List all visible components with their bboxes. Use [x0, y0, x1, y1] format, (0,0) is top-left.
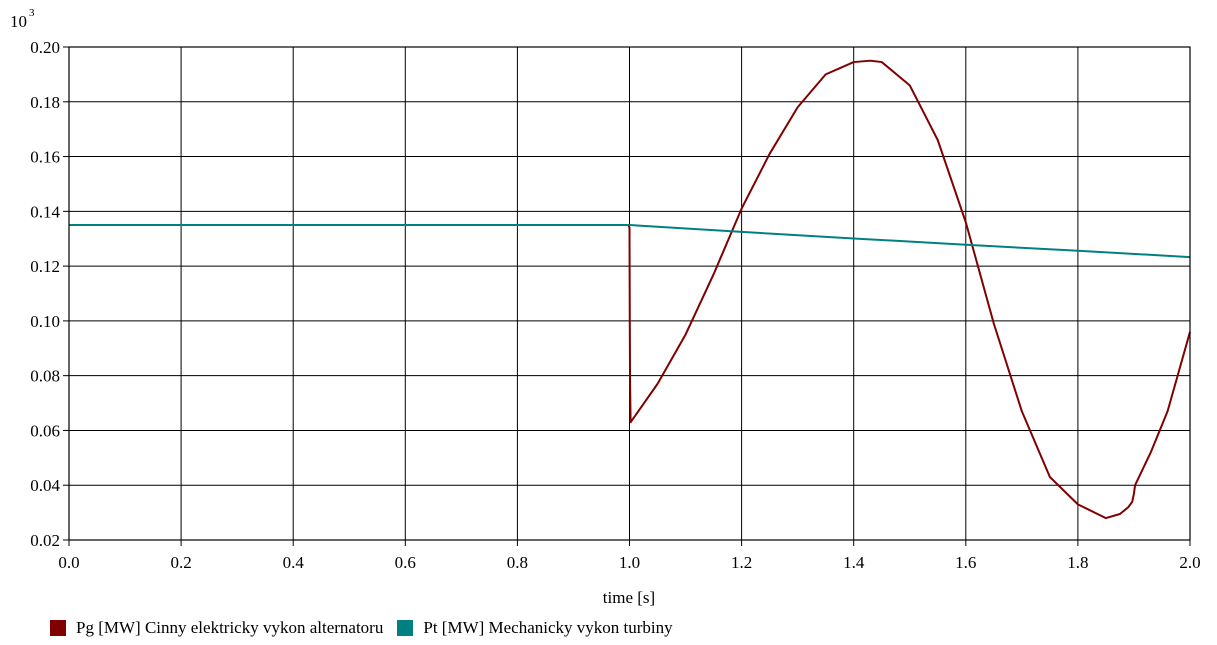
- y-multiplier-exponent: 3: [29, 7, 35, 19]
- y-tick-label: 0.08: [30, 367, 60, 386]
- y-tick-label: 0.16: [30, 148, 60, 167]
- x-tick-label: 1.8: [1067, 553, 1088, 572]
- x-tick-label: 0.2: [170, 553, 191, 572]
- y-tick-label: 0.20: [30, 38, 60, 57]
- y-multiplier-base: 10: [10, 12, 27, 31]
- legend: Pg [MW] Cinny elektricky vykon alternato…: [50, 618, 687, 638]
- x-tick-label: 0.8: [507, 553, 528, 572]
- legend-item-pt: Pt [MW] Mechanicky vykon turbiny: [397, 618, 673, 638]
- y-tick-label: 0.06: [30, 421, 60, 440]
- x-tick-label: 0.0: [58, 553, 79, 572]
- series-line-1: [69, 224, 1191, 259]
- legend-swatch-pg: [50, 620, 66, 636]
- legend-label-pt: Pt [MW] Mechanicky vykon turbiny: [423, 618, 673, 637]
- series-lines: [69, 59, 1191, 520]
- legend-label-pg: Pg [MW] Cinny elektricky vykon alternato…: [76, 618, 384, 637]
- x-axis-label: time [s]: [603, 588, 655, 607]
- x-tick-label: 0.6: [395, 553, 416, 572]
- x-tick-label: 1.0: [619, 553, 640, 572]
- legend-swatch-pt: [397, 620, 414, 636]
- x-tick-label: 2.0: [1179, 553, 1200, 572]
- y-tick-label: 0.18: [30, 93, 60, 112]
- y-tick-label: 0.14: [30, 202, 60, 221]
- legend-item-pg: Pg [MW] Cinny elektricky vykon alternato…: [50, 618, 383, 638]
- y-tick-label: 0.10: [30, 312, 60, 331]
- x-tick-label: 1.4: [843, 553, 865, 572]
- axis-ticks: 0.0 0.2 0.4 0.6 0.8 1.0 1.2 1.4 1.6 1.8 2.0 0.02 0.0…: [30, 38, 1200, 572]
- y-tick-label: 0.12: [30, 257, 60, 276]
- y-tick-label: 0.02: [30, 531, 60, 550]
- series-line-0: [69, 59, 1191, 520]
- x-tick-label: 1.2: [731, 553, 752, 572]
- x-tick-label: 0.4: [283, 553, 305, 572]
- x-tick-label: 1.6: [955, 553, 976, 572]
- y-tick-label: 0.04: [30, 476, 60, 495]
